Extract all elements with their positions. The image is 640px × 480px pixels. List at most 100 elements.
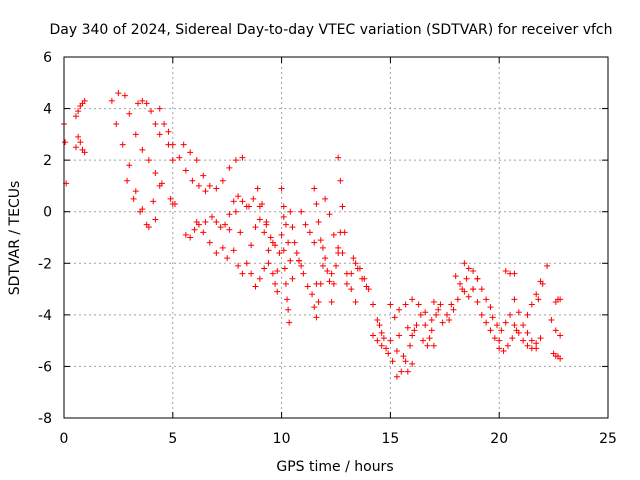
- data-point: [511, 296, 518, 303]
- data-point: [75, 133, 82, 140]
- data-point: [304, 283, 311, 290]
- series-arc-11: [180, 141, 246, 192]
- data-point: [387, 337, 394, 344]
- data-point: [326, 211, 333, 218]
- data-point: [343, 280, 350, 287]
- data-point: [206, 182, 213, 189]
- series-arc-35: [369, 332, 394, 352]
- series-arc-47: [489, 311, 518, 334]
- data-point: [313, 314, 320, 321]
- data-point: [239, 154, 246, 161]
- data-point: [422, 309, 429, 316]
- x-axis: 0 5 10 15 20 25: [60, 57, 617, 447]
- data-point: [452, 273, 459, 280]
- data-point: [176, 154, 183, 161]
- data-point: [291, 239, 298, 246]
- data-point: [169, 141, 176, 148]
- data-point: [132, 188, 139, 195]
- data-point: [285, 239, 292, 246]
- data-point: [478, 286, 485, 293]
- data-point: [193, 157, 200, 164]
- data-point: [402, 301, 409, 308]
- data-point: [182, 167, 189, 174]
- data-point: [287, 257, 294, 264]
- data-point: [269, 270, 276, 277]
- data-point: [491, 335, 498, 342]
- data-point: [261, 265, 268, 272]
- data-point: [557, 355, 564, 362]
- data-point: [202, 219, 209, 226]
- series-arc-43: [446, 275, 470, 324]
- data-point: [195, 182, 202, 189]
- data-point: [239, 198, 246, 205]
- data-point: [428, 327, 435, 334]
- data-point: [400, 353, 407, 360]
- series-arc-20: [278, 185, 296, 282]
- data-point: [217, 224, 224, 231]
- data-point: [182, 231, 189, 238]
- data-point: [376, 322, 383, 329]
- data-point: [293, 249, 300, 256]
- data-point: [430, 298, 437, 305]
- data-point: [75, 108, 82, 115]
- data-point: [504, 342, 511, 349]
- data-point: [448, 301, 455, 308]
- data-point: [424, 342, 431, 349]
- data-point: [126, 162, 133, 169]
- data-point: [409, 332, 416, 339]
- data-point: [333, 262, 339, 269]
- data-point: [515, 309, 522, 316]
- data-point: [507, 311, 514, 318]
- series-arc-34: [365, 286, 385, 336]
- y-tick-label: 0: [43, 205, 52, 221]
- data-point: [237, 229, 244, 236]
- data-point: [319, 244, 326, 251]
- data-point: [280, 247, 287, 254]
- data-point: [402, 358, 409, 365]
- data-point: [463, 275, 470, 282]
- data-point: [335, 154, 342, 161]
- data-point: [450, 306, 457, 313]
- y-tick-label: -2: [38, 256, 52, 272]
- data-point: [152, 170, 159, 177]
- series-arc-54: [544, 262, 564, 339]
- chart-title: Day 340 of 2024, Sidereal Day-to-day VTE…: [49, 22, 612, 38]
- data-point: [539, 280, 546, 287]
- data-point: [404, 368, 411, 375]
- data-point: [289, 224, 296, 231]
- series-arc-36: [376, 322, 400, 365]
- data-point: [417, 311, 424, 318]
- data-point: [315, 298, 322, 305]
- data-point: [309, 291, 316, 298]
- y-tick-label: -4: [38, 308, 52, 324]
- data-point: [461, 288, 468, 295]
- data-point: [280, 203, 287, 210]
- data-point: [352, 298, 359, 305]
- data-point: [274, 288, 281, 295]
- data-point: [502, 319, 509, 326]
- series-arc-8: [156, 105, 176, 164]
- series-arc-37: [387, 301, 416, 375]
- data-point: [544, 262, 551, 269]
- data-point: [428, 317, 435, 324]
- data-point: [222, 221, 229, 228]
- data-point: [533, 340, 540, 347]
- data-point: [380, 335, 387, 342]
- data-point: [208, 213, 215, 220]
- series-arc-3: [72, 133, 88, 156]
- data-point: [248, 270, 255, 277]
- data-point: [81, 97, 88, 104]
- data-point: [496, 345, 503, 352]
- series-arc-33: [350, 255, 370, 290]
- data-point: [315, 219, 322, 226]
- data-point: [254, 185, 261, 192]
- data-point: [180, 141, 187, 148]
- data-point: [219, 177, 226, 184]
- data-point: [143, 100, 150, 107]
- data-point: [330, 280, 337, 287]
- data-point: [374, 317, 381, 324]
- data-point: [150, 198, 157, 205]
- data-point: [500, 347, 507, 354]
- data-point: [289, 275, 296, 282]
- data-point: [348, 286, 355, 293]
